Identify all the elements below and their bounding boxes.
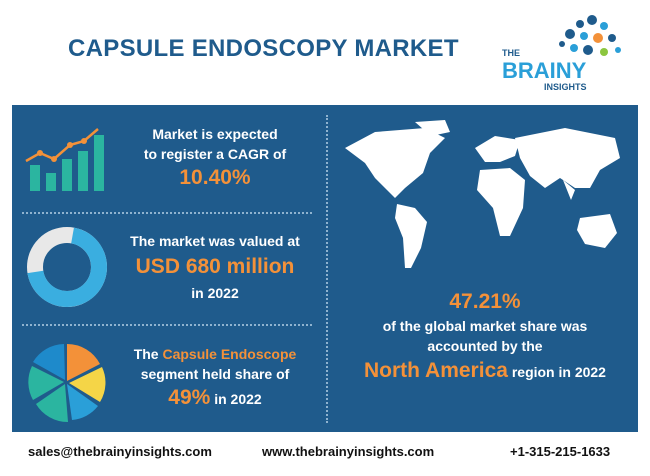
logo: THE BRAINY INSIGHTS [502, 15, 621, 92]
stat-highlight: 10.40% [179, 166, 251, 189]
footer-email: sales@thebrainyinsights.com [28, 444, 212, 459]
region-highlight: 47.21% [449, 290, 521, 313]
page-title: CAPSULE ENDOSCOPY MARKET [68, 35, 459, 62]
stat-text: The Capsule Endoscope segment held share… [118, 344, 312, 413]
separator [22, 324, 312, 326]
stat-text: The market was valued at USD 680 million… [118, 231, 312, 303]
region-suffix: region in 2022 [511, 364, 606, 380]
region-line: accounted by the [427, 338, 543, 354]
logo-dots [559, 15, 621, 56]
stat-line: The market was valued at [130, 233, 300, 249]
stat-line: The Capsule Endoscope [118, 344, 312, 364]
world-map [345, 120, 620, 268]
region-name: North America [364, 359, 508, 382]
logo-bottom: INSIGHTS [544, 82, 587, 92]
footer-website: www.thebrainyinsights.com [262, 444, 435, 459]
footer-phone: +1-315-215-1633 [510, 444, 611, 459]
pie-icon [28, 343, 106, 423]
stat-line: 49% in 2022 [118, 384, 312, 413]
stat-text: Market is expected to register a CAGR of… [120, 124, 310, 192]
segment-name: Capsule Endoscope [162, 346, 297, 362]
stat-line: in 2022 [191, 285, 239, 301]
stat-prefix: The [133, 346, 159, 362]
separator [22, 212, 312, 214]
logo-middle: BRAINY [502, 58, 587, 83]
logo-top: THE [502, 48, 520, 58]
stat-line: to register a CAGR of [143, 146, 287, 162]
region-line: North America region in 2022 [340, 356, 630, 387]
donut-icon [27, 227, 107, 307]
stat-highlight: 49% [168, 386, 211, 409]
separator [326, 115, 328, 423]
stat-line: segment held share of [140, 366, 290, 382]
stat-line: Market is expected [152, 126, 278, 142]
region-text: 47.21% of the global market share was ac… [340, 288, 630, 387]
region-line: of the global market share was [382, 318, 588, 334]
stat-suffix: in 2022 [214, 391, 262, 407]
stat-highlight: USD 680 million [135, 255, 295, 278]
growth-icon [25, 128, 104, 191]
